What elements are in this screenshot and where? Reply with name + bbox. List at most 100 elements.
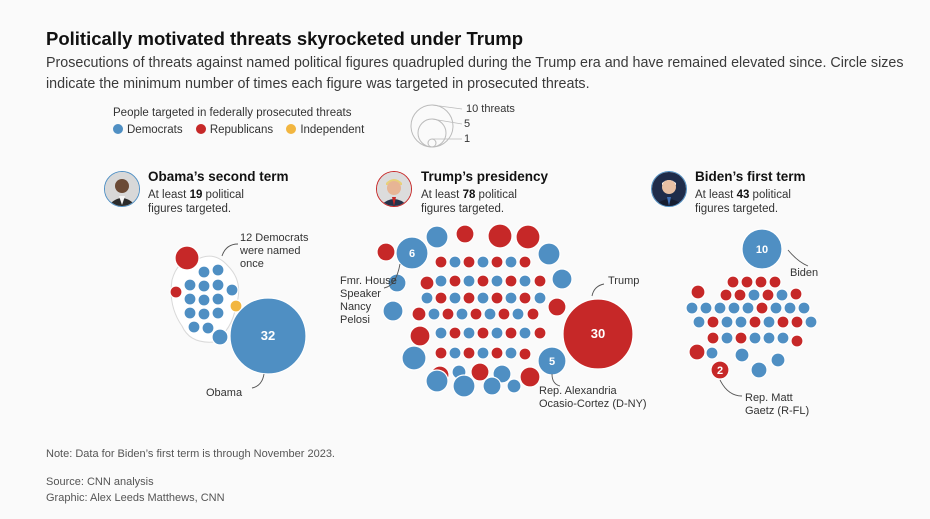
bubble-obama: [174, 245, 200, 271]
bubble-trump: [490, 326, 504, 340]
bubble-trump: [482, 376, 502, 396]
leader-trump: [591, 283, 605, 297]
bubble-obama: [229, 297, 307, 375]
bubble-biden: [733, 288, 747, 302]
bubble-trump: [518, 291, 532, 305]
bubble-trump-value: 30: [591, 326, 605, 341]
sub-prefix: At least: [695, 189, 737, 201]
legend-label: Independent: [300, 124, 365, 136]
panel-biden: Biden’s first term At least 43 political…: [695, 169, 806, 216]
bubble-trump: [476, 274, 490, 288]
bubble-biden: [734, 347, 750, 363]
leader-pelosi: [383, 263, 401, 289]
chart-subtitle: Prosecutions of threats against named po…: [46, 55, 904, 92]
bubble-biden: [706, 331, 720, 345]
size-legend-label-1: 1: [464, 133, 471, 145]
bubble-trump: [448, 346, 462, 360]
bubble-trump: [490, 274, 504, 288]
bubble-trump: [462, 274, 476, 288]
annotation-line: Nancy: [340, 301, 372, 313]
bubble-trump: [462, 291, 476, 305]
bubble-trump: [515, 224, 541, 250]
bubble-biden: [748, 331, 762, 345]
bubble-obama: [201, 321, 215, 335]
bubble-biden: [734, 315, 748, 329]
sub-line2: figures targeted.: [148, 203, 232, 215]
bubble-trump: [448, 274, 462, 288]
bubble-gaetz-value: 2: [717, 365, 723, 377]
panel-obama: Obama’s second term At least 19 politica…: [148, 169, 289, 216]
legend-item-democrats: Democrats: [113, 124, 183, 136]
bubble-trump: [511, 307, 525, 321]
credit: Graphic: Alex Leeds Matthews, CNN: [46, 492, 225, 504]
bubble-biden: [688, 343, 706, 361]
bubble-trump: [504, 274, 518, 288]
bubble-biden: [685, 301, 699, 315]
size-legend-circle-5: [417, 118, 447, 148]
panel-title: Biden’s first term: [695, 169, 806, 184]
bubble-trump: [434, 291, 448, 305]
bubble-obama: [197, 265, 211, 279]
bubble-trump: [411, 306, 427, 322]
annotation-line: Pelosi: [340, 314, 370, 326]
bubble-trump: [497, 307, 511, 321]
bubble-trump: [518, 347, 532, 361]
bubble-obama: [211, 292, 225, 306]
bubble-trump: [455, 224, 475, 244]
bubble-biden: [734, 331, 748, 345]
sub-prefix: At least: [421, 189, 463, 201]
bubble-biden: [761, 288, 775, 302]
legend-title: People targeted in federally prosecuted …: [113, 107, 352, 119]
bubble-trump: [518, 326, 532, 340]
bubble-biden: [692, 315, 706, 329]
biden-avatar: [651, 171, 687, 207]
panel-subtitle: At least 78 political figures targeted.: [421, 188, 548, 216]
panel-subtitle: At least 19 political figures targeted.: [148, 188, 289, 216]
republican-swatch: [195, 124, 206, 134]
annotation-line: 12 Democrats: [240, 232, 309, 244]
bubble-trump: [452, 374, 476, 398]
bubble-trump: [476, 326, 490, 340]
obama-portrait-icon: [105, 172, 139, 206]
bubble-biden: [762, 331, 776, 345]
bubble-biden: [797, 301, 811, 315]
bubble-trump: [533, 274, 547, 288]
bubble-biden: [720, 331, 734, 345]
bubble-biden: [769, 301, 783, 315]
bubble-obama: [197, 279, 211, 293]
obama-avatar: [104, 171, 140, 207]
bubble-trump: [434, 274, 448, 288]
figure-count: 43: [736, 189, 750, 201]
bubble-biden: [747, 288, 761, 302]
annotation-line: Speaker: [340, 288, 381, 300]
sub-suffix: political: [749, 189, 791, 201]
annotation-line: Rep. Matt: [745, 392, 793, 404]
bubble-trump: [434, 326, 448, 340]
bubble-biden: [790, 315, 804, 329]
bubble-trump: [376, 242, 396, 262]
figure-count: 78: [462, 189, 476, 201]
bubble-obama: [211, 328, 229, 346]
bubble-trump: [547, 297, 567, 317]
legend: Democrats Republicans Independent: [113, 124, 374, 136]
figure-count: 19: [189, 189, 203, 201]
bubble-trump: [409, 325, 431, 347]
bubble-biden: [713, 301, 727, 315]
bubble-trump: [562, 298, 634, 370]
bubble-obama: [211, 278, 225, 292]
sub-prefix: At least: [148, 189, 190, 201]
bubble-biden: [789, 287, 803, 301]
size-legend-label-10: 10 threats: [466, 103, 515, 115]
bubble-biden: [720, 315, 734, 329]
leader-obama: [251, 373, 265, 389]
bubble-trump: [425, 369, 449, 393]
panel-title: Obama’s second term: [148, 169, 289, 184]
size-legend: [410, 104, 463, 148]
bubble-trump: [504, 346, 518, 360]
panel-trump: Trump’s presidency At least 78 political…: [421, 169, 548, 216]
sub-suffix: political: [475, 189, 517, 201]
bubble-biden: [783, 301, 797, 315]
size-legend-label-5: 5: [464, 118, 471, 130]
bubble-pelosi: [395, 236, 429, 270]
bubble-trump: [462, 255, 476, 269]
